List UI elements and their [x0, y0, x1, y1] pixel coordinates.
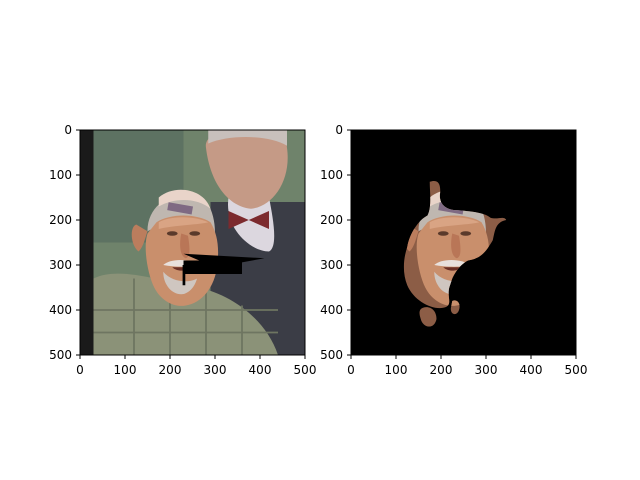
left-y-tick-label: 500	[49, 348, 72, 362]
left-y-tick-label: 300	[49, 258, 72, 272]
right-y-tick-label: 500	[320, 348, 343, 362]
left-y-tick-label: 0	[64, 123, 72, 137]
left-x-tick-label: 200	[159, 363, 182, 377]
left-panel: 0 100 200 300 400 500 0 100 200 300 400 …	[49, 123, 316, 377]
left-axes-frame	[79, 129, 306, 356]
right-x-axis: 0 100 200 300 400 500	[347, 355, 587, 377]
left-photo	[80, 130, 305, 355]
left-y-tick-label: 200	[49, 213, 72, 227]
right-y-tick-label: 100	[320, 168, 343, 182]
left-y-tick-label: 400	[49, 303, 72, 317]
right-y-tick-label: 300	[320, 258, 343, 272]
right-x-tick-label: 500	[565, 363, 588, 377]
left-x-tick-label: 500	[294, 363, 317, 377]
right-y-axis: 0 100 200 300 400 500	[320, 123, 351, 362]
right-axes-frame	[350, 129, 577, 356]
left-x-tick-label: 400	[249, 363, 272, 377]
right-y-tick-label: 200	[320, 213, 343, 227]
left-y-tick-label: 100	[49, 168, 72, 182]
right-x-tick-label: 0	[347, 363, 355, 377]
left-y-axis: 0 100 200 300 400 500	[49, 123, 80, 362]
right-x-tick-label: 100	[385, 363, 408, 377]
right-x-tick-label: 400	[520, 363, 543, 377]
right-x-tick-label: 200	[430, 363, 453, 377]
right-x-tick-label: 300	[475, 363, 498, 377]
left-x-tick-label: 100	[114, 363, 137, 377]
left-x-tick-label: 0	[76, 363, 84, 377]
right-y-tick-label: 400	[320, 303, 343, 317]
right-panel: 0 100 200 300 400 500 0 100 200 300 400 …	[320, 123, 587, 377]
left-x-tick-label: 300	[204, 363, 227, 377]
right-y-tick-label: 0	[335, 123, 343, 137]
left-x-axis: 0 100 200 300 400 500	[76, 355, 316, 377]
